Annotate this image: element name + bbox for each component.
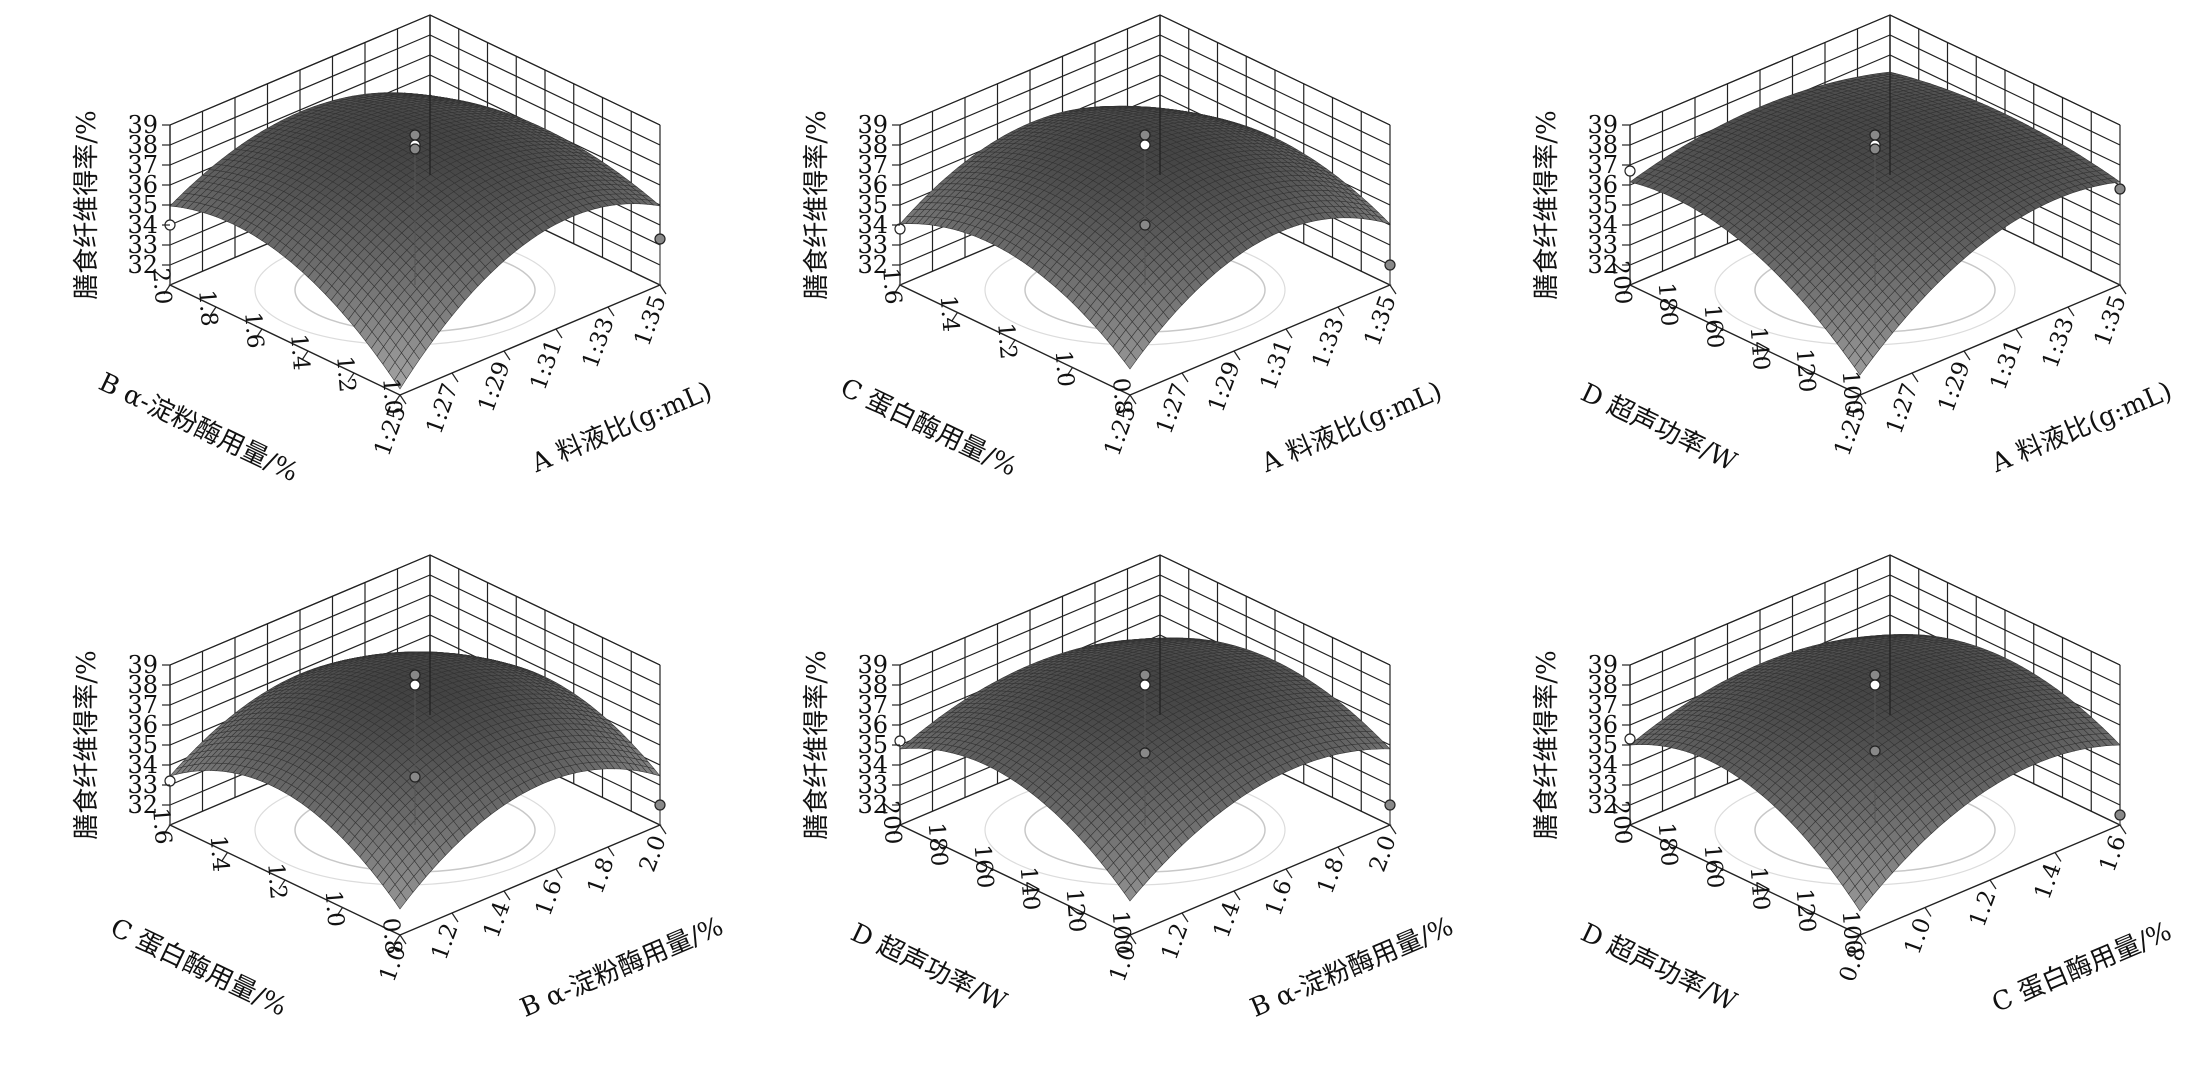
right-axis-tick — [1389, 284, 1397, 295]
right-axis-tick-label: 1:29 — [474, 358, 516, 415]
right-axis-tick — [1181, 372, 1189, 383]
right-axis-tick-label: 1:33 — [578, 314, 620, 371]
left-axis-tick-label: 2.0 — [147, 267, 176, 305]
left-axis-tick-label: 1.6 — [877, 267, 906, 305]
right-axis-tick-label: 1:25 — [370, 402, 412, 459]
design-point — [409, 129, 421, 141]
z-tick-label: 39 — [857, 111, 888, 139]
left-axis-tick-label: 1.2 — [331, 355, 360, 393]
right-axis-tick-label: 1:29 — [1204, 358, 1246, 415]
right-axis-tick-label: 1:35 — [630, 292, 672, 349]
left-axis-tick-label: 1.0 — [1050, 349, 1079, 387]
right-axis-tick-label: 1:33 — [1308, 314, 1350, 371]
right-axis-tick-label: 1:31 — [526, 336, 568, 393]
right-axis-tick-label: 1:25 — [1100, 402, 1142, 459]
right-axis-tick — [1337, 306, 1345, 317]
right-axis-tick-label: 1:27 — [1152, 380, 1194, 437]
left-axis-tick-label: 1.4 — [935, 294, 964, 332]
right-axis-tick — [607, 306, 615, 317]
right-axis-tick-label: 1:27 — [422, 380, 464, 437]
design-point — [654, 233, 666, 245]
left-axis-tick-label: 1.4 — [285, 333, 314, 371]
right-axis-tick — [1285, 328, 1293, 339]
left-axis-tick-label: 1.6 — [239, 311, 268, 349]
left-axis-tick-label: 1.2 — [992, 322, 1021, 360]
design-point — [1139, 129, 1151, 141]
right-axis-tick — [503, 350, 511, 361]
left-axis-label: C 蛋白酶用量/% — [836, 373, 1022, 483]
z-tick-label: 39 — [127, 111, 158, 139]
right-axis-tick-label: 1:35 — [1360, 292, 1402, 349]
right-axis-tick — [1233, 350, 1241, 361]
design-point — [1384, 259, 1396, 271]
design-point — [1139, 219, 1151, 231]
right-axis-tick — [451, 372, 459, 383]
right-axis-tick — [555, 328, 563, 339]
right-axis-label: A 料液比(g:mL) — [526, 376, 716, 479]
z-axis-label: 膳食纤维得率/% — [72, 110, 102, 299]
right-axis-label: A 料液比(g:mL) — [1256, 376, 1446, 479]
right-axis-tick — [659, 284, 667, 295]
left-axis-tick-label: 1.8 — [193, 289, 222, 327]
z-axis-label: 膳食纤维得率/% — [802, 110, 832, 299]
design-point — [409, 143, 421, 155]
design-point — [1139, 139, 1151, 151]
right-axis-tick-label: 1:31 — [1256, 336, 1298, 393]
response-surface — [169, 92, 661, 390]
left-axis-label: B α-淀粉酶用量/% — [94, 367, 303, 488]
